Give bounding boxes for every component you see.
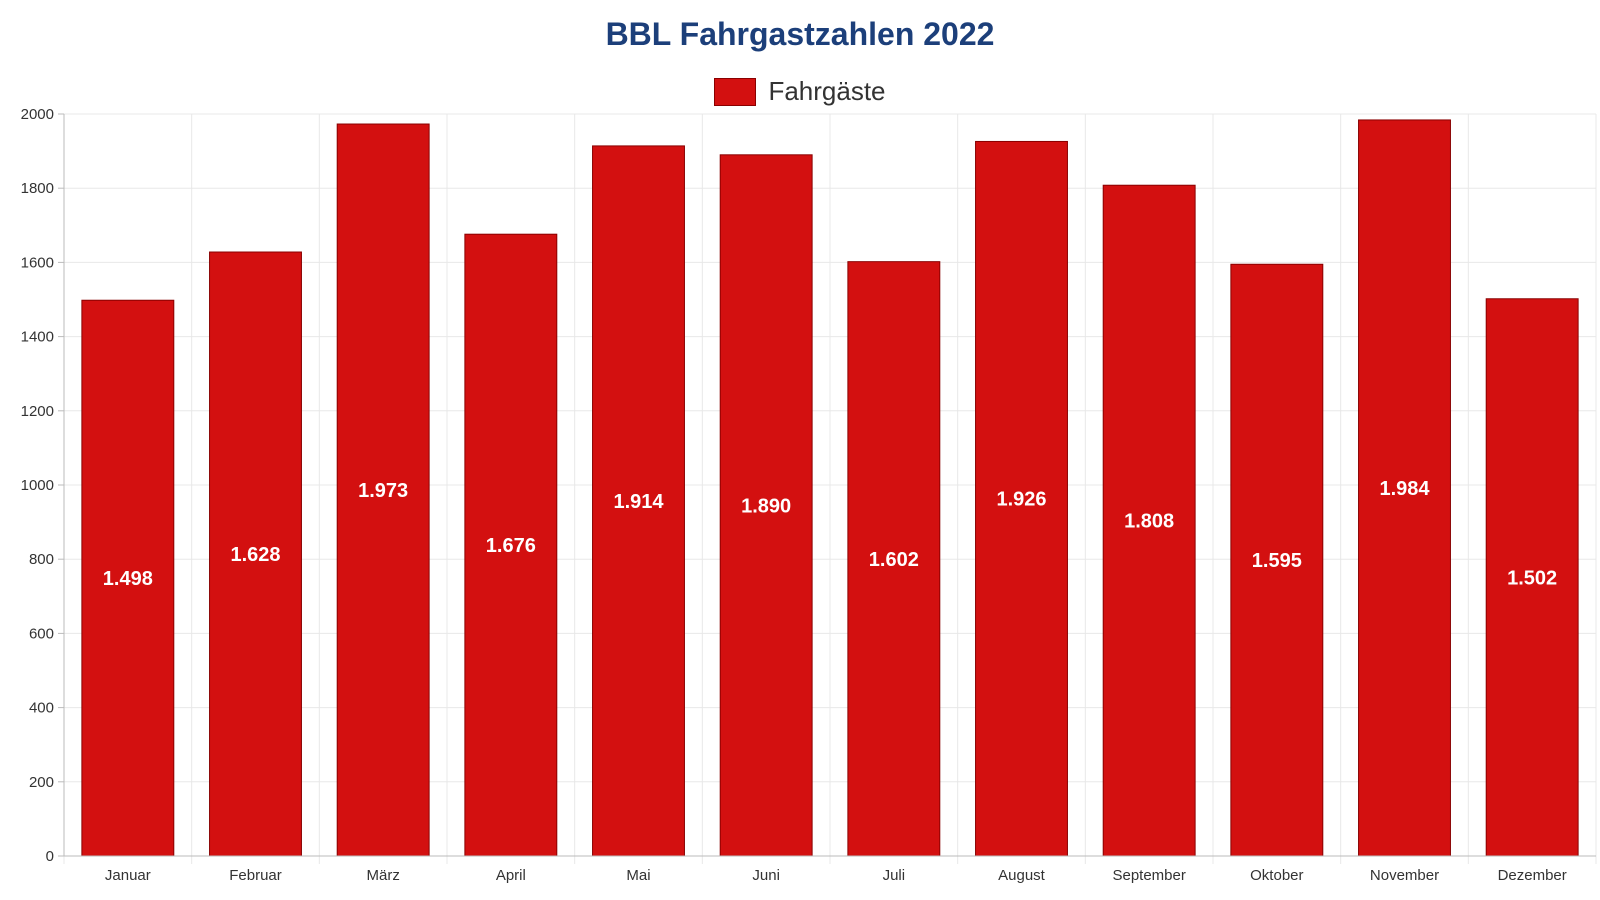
- data-label: 1.498: [103, 568, 153, 590]
- x-tick-label: Juli: [883, 867, 906, 884]
- bar-april: [464, 233, 558, 857]
- y-tick-label: 800: [29, 551, 54, 568]
- data-label: 1.890: [741, 495, 791, 517]
- bars-layer: [81, 119, 1579, 857]
- x-tick-label: Februar: [229, 867, 282, 884]
- data-label: 1.973: [358, 480, 408, 502]
- legend-swatch-fahrgaeste: [714, 77, 757, 106]
- x-tick-label: April: [496, 867, 526, 884]
- x-tick-label: November: [1370, 867, 1439, 884]
- y-tick-label: 0: [46, 848, 54, 865]
- data-label: 1.808: [1124, 511, 1174, 533]
- data-label: 1.984: [1379, 478, 1430, 500]
- x-tick-label: März: [366, 867, 399, 884]
- data-label: 1.502: [1507, 567, 1557, 589]
- y-axis: 0 200 400 600 800 1000 1200 1400 1600 1800 2000: [21, 106, 65, 865]
- data-label: 1.602: [869, 549, 919, 571]
- x-tick-label: Dezember: [1498, 867, 1567, 884]
- x-tick-label: September: [1112, 867, 1185, 884]
- x-tick-label: August: [998, 867, 1046, 884]
- bar-september: [1102, 184, 1196, 857]
- data-label: 1.914: [613, 491, 664, 513]
- bar-februar: [209, 251, 302, 857]
- bar-mai: [592, 145, 685, 857]
- bar-juli: [847, 261, 941, 857]
- x-axis: Januar Februar März April Mai Juni Juli August S…: [64, 855, 1596, 884]
- data-label: 1.926: [996, 489, 1046, 511]
- y-tick-label: 1600: [21, 254, 54, 271]
- y-tick-label: 400: [29, 700, 54, 717]
- chart-legend: Fahrgäste: [0, 76, 1600, 107]
- bar-dezember: [1485, 298, 1579, 857]
- data-label: 1.595: [1252, 550, 1302, 572]
- bar-januar: [81, 299, 175, 857]
- bar-märz: [336, 123, 430, 857]
- y-tick-label: 1800: [21, 180, 54, 197]
- bar-november: [1358, 119, 1451, 857]
- x-tick-label: Mai: [626, 867, 650, 884]
- legend-label-fahrgaeste: Fahrgäste: [768, 76, 886, 106]
- y-tick-label: 600: [29, 625, 54, 642]
- x-tick-label: Oktober: [1250, 867, 1303, 884]
- bar-oktober: [1230, 263, 1324, 857]
- x-tick-label: Januar: [105, 867, 151, 884]
- bar-august: [975, 140, 1068, 857]
- y-tick-label: 2000: [21, 106, 54, 123]
- y-tick-label: 1400: [21, 329, 54, 346]
- data-label: 1.676: [486, 535, 536, 557]
- data-label: 1.628: [230, 544, 280, 566]
- y-tick-label: 200: [29, 774, 54, 791]
- y-tick-label: 1000: [21, 477, 54, 494]
- y-tick-label: 1200: [21, 403, 54, 420]
- data-labels-layer: 1.498 1.628 1.973 1.676 1.914 1.890 1.602 1.926…: [103, 478, 1557, 590]
- x-tick-label: Juni: [752, 867, 780, 884]
- chart-title: BBL Fahrgastzahlen 2022: [605, 16, 995, 52]
